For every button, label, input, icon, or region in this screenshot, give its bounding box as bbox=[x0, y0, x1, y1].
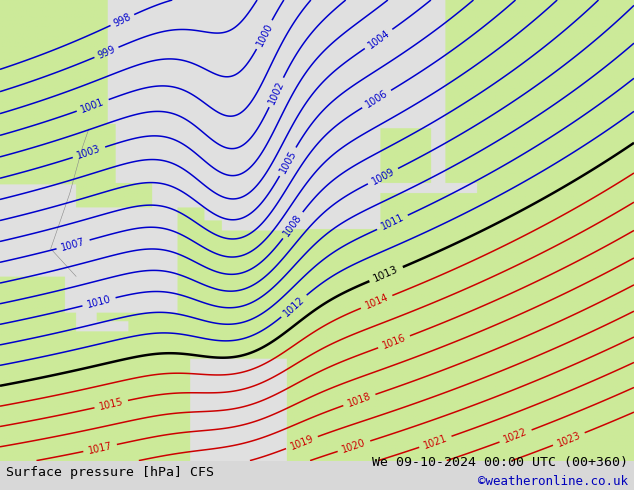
Text: 1011: 1011 bbox=[379, 213, 406, 232]
Text: 1014: 1014 bbox=[363, 293, 390, 311]
Text: 1015: 1015 bbox=[98, 396, 124, 412]
Text: 1017: 1017 bbox=[87, 441, 113, 456]
Text: 1008: 1008 bbox=[281, 212, 304, 238]
Text: 1009: 1009 bbox=[370, 166, 396, 186]
Text: 1006: 1006 bbox=[363, 88, 390, 110]
Text: 1018: 1018 bbox=[346, 391, 373, 409]
Text: 999: 999 bbox=[96, 44, 117, 61]
Text: 1003: 1003 bbox=[76, 144, 102, 161]
Text: 1007: 1007 bbox=[60, 236, 86, 253]
Text: 1020: 1020 bbox=[340, 438, 367, 455]
Text: 1004: 1004 bbox=[366, 28, 391, 50]
Text: 1012: 1012 bbox=[281, 294, 306, 318]
Text: 1002: 1002 bbox=[266, 79, 286, 106]
Text: 1013: 1013 bbox=[372, 264, 400, 284]
Text: 1001: 1001 bbox=[79, 97, 106, 115]
Text: Surface pressure [hPa] CFS: Surface pressure [hPa] CFS bbox=[6, 466, 214, 479]
Text: 1010: 1010 bbox=[86, 294, 112, 310]
Text: 1019: 1019 bbox=[288, 433, 315, 452]
Text: 998: 998 bbox=[112, 11, 133, 28]
Text: 1023: 1023 bbox=[555, 430, 582, 448]
Text: 1021: 1021 bbox=[422, 433, 449, 451]
Text: We 09-10-2024 00:00 UTC (00+360): We 09-10-2024 00:00 UTC (00+360) bbox=[372, 456, 628, 469]
Text: 1016: 1016 bbox=[381, 333, 407, 351]
Text: ©weatheronline.co.uk: ©weatheronline.co.uk bbox=[477, 474, 628, 488]
Text: 1000: 1000 bbox=[254, 22, 275, 48]
Text: 1005: 1005 bbox=[278, 148, 298, 175]
Text: 1022: 1022 bbox=[502, 427, 529, 445]
